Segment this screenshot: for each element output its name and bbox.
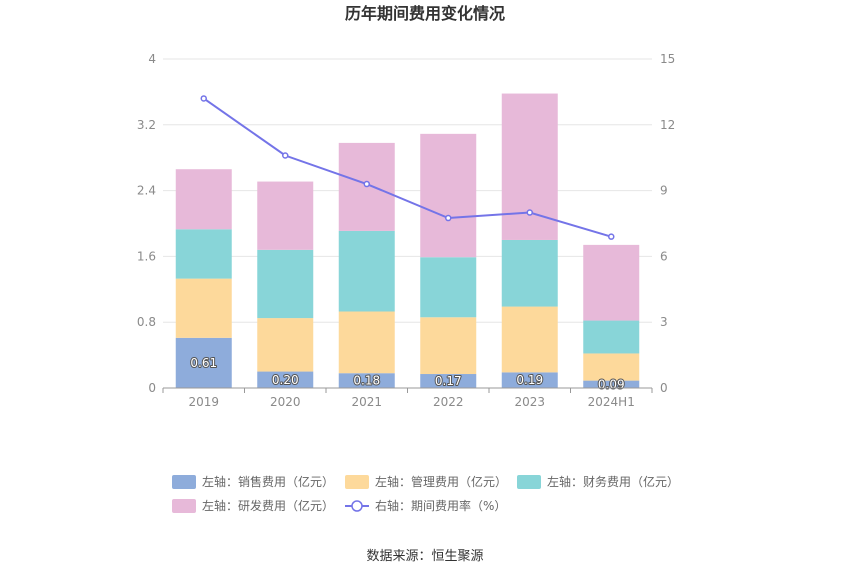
bar-segment-sales <box>583 380 640 388</box>
chart-title: 历年期间费用变化情况 <box>345 4 505 23</box>
bar-segment-sales <box>420 374 477 388</box>
legend-label: 左轴：研发费用（亿元） <box>202 498 334 513</box>
bar-segment-sales <box>175 337 232 388</box>
bar-segment-management <box>583 353 640 381</box>
x-tick-label: 2021 <box>351 395 382 409</box>
rate-line <box>200 95 615 240</box>
rate-point <box>526 209 533 216</box>
bar-segment-finance <box>338 230 395 312</box>
bar-segment-management <box>338 311 395 374</box>
y-right-tick-label: 3 <box>660 315 668 329</box>
legend-swatch <box>517 475 541 489</box>
y-right-tick-label: 12 <box>660 118 675 132</box>
x-tick-label: 2023 <box>514 395 545 409</box>
legend-swatch <box>172 499 196 513</box>
legend-item[interactable]: 右轴：期间费用率（%） <box>345 498 506 513</box>
y-right-tick-label: 9 <box>660 184 668 198</box>
bar-segment-rd <box>175 169 232 230</box>
x-tick-label: 2022 <box>433 395 464 409</box>
bar-segment-finance <box>257 249 314 319</box>
rate-point <box>363 180 370 188</box>
legend-point-swatch <box>351 500 363 512</box>
bar-segment-finance <box>583 320 640 354</box>
y-left-tick-label: 1.6 <box>137 249 156 263</box>
legend-item[interactable]: 左轴：销售费用（亿元） <box>172 474 334 489</box>
legend-item[interactable]: 左轴：研发费用（亿元） <box>172 498 334 513</box>
legend-item[interactable]: 左轴：管理费用（亿元） <box>345 474 507 489</box>
grid <box>163 58 652 323</box>
y-right-tick-label: 6 <box>660 249 668 263</box>
bar-segment-finance <box>501 239 558 307</box>
y-right-tick-label: 0 <box>660 381 668 395</box>
bar-segment-rd <box>583 244 640 321</box>
bar-segment-sales <box>338 373 395 388</box>
data-label: 0.19 <box>516 373 543 387</box>
legend-swatch <box>172 475 196 489</box>
legend-label: 左轴：财务费用（亿元） <box>547 474 679 489</box>
bar-segment-management <box>257 318 314 372</box>
y-right-tick-label: 15 <box>660 52 675 66</box>
bar-segment-rd <box>420 133 477 258</box>
y-left-tick-label: 0.8 <box>137 315 156 329</box>
legend-swatch <box>345 475 369 489</box>
source-note: 数据来源：恒生聚源 <box>366 549 483 564</box>
rate-point <box>282 152 289 159</box>
y-left-tick-label: 0 <box>148 381 156 395</box>
x-tick-label: 2024H1 <box>588 395 635 409</box>
rate-point <box>608 233 615 240</box>
bar-segment-management <box>175 278 232 338</box>
x-tick-label: 2020 <box>270 395 301 409</box>
data-label: 0.09 <box>598 377 625 391</box>
data-label: 0.20 <box>272 373 299 387</box>
bars <box>175 93 640 388</box>
legend-item[interactable]: 左轴：财务费用（亿元） <box>517 474 679 489</box>
bar-segment-sales <box>501 372 558 388</box>
y-left-tick-label: 2.4 <box>137 184 156 198</box>
axes: 0 0 0.8 3 1.6 6 2.4 9 3.2 12 4 15 2019 2020 2021 2022 20… <box>137 52 675 409</box>
rate-point <box>445 214 452 222</box>
legend-label: 右轴：期间费用率（%） <box>375 498 506 513</box>
bar-segment-finance <box>420 257 477 318</box>
legend: 左轴：销售费用（亿元） 左轴：管理费用（亿元） 左轴：财务费用（亿元） 左轴：研发费用… <box>172 474 679 513</box>
legend-label: 左轴：销售费用（亿元） <box>202 474 334 489</box>
data-label: 0.61 <box>190 356 217 370</box>
legend-label: 左轴：管理费用（亿元） <box>375 474 507 489</box>
y-left-tick-label: 3.2 <box>137 118 156 132</box>
bar-segment-management <box>501 306 558 373</box>
bar-segment-finance <box>175 229 232 279</box>
y-left-tick-label: 4 <box>148 52 156 66</box>
bar-segment-management <box>420 317 477 375</box>
bar-segment-rd <box>257 181 314 250</box>
data-label: 0.17 <box>435 374 462 388</box>
data-labels: 0.61 0.20 0.18 0.17 0.19 0.09 <box>189 355 625 392</box>
rate-line-path <box>203 97 612 238</box>
rate-point <box>200 95 207 102</box>
x-tick-label: 2019 <box>188 395 219 409</box>
data-label: 0.18 <box>353 374 380 388</box>
bar-segment-sales <box>257 371 314 388</box>
